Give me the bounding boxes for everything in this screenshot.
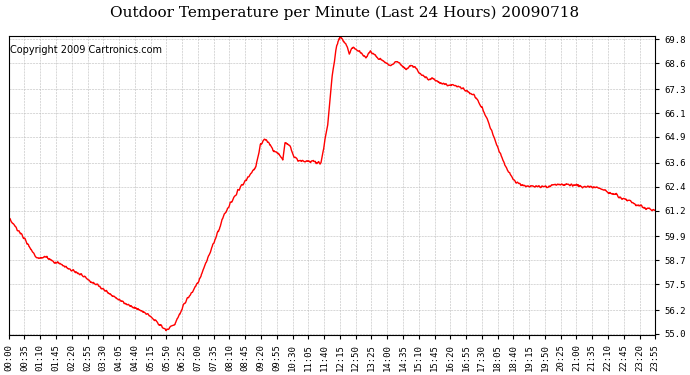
Text: Outdoor Temperature per Minute (Last 24 Hours) 20090718: Outdoor Temperature per Minute (Last 24 … — [110, 6, 580, 20]
Text: Copyright 2009 Cartronics.com: Copyright 2009 Cartronics.com — [10, 45, 162, 56]
